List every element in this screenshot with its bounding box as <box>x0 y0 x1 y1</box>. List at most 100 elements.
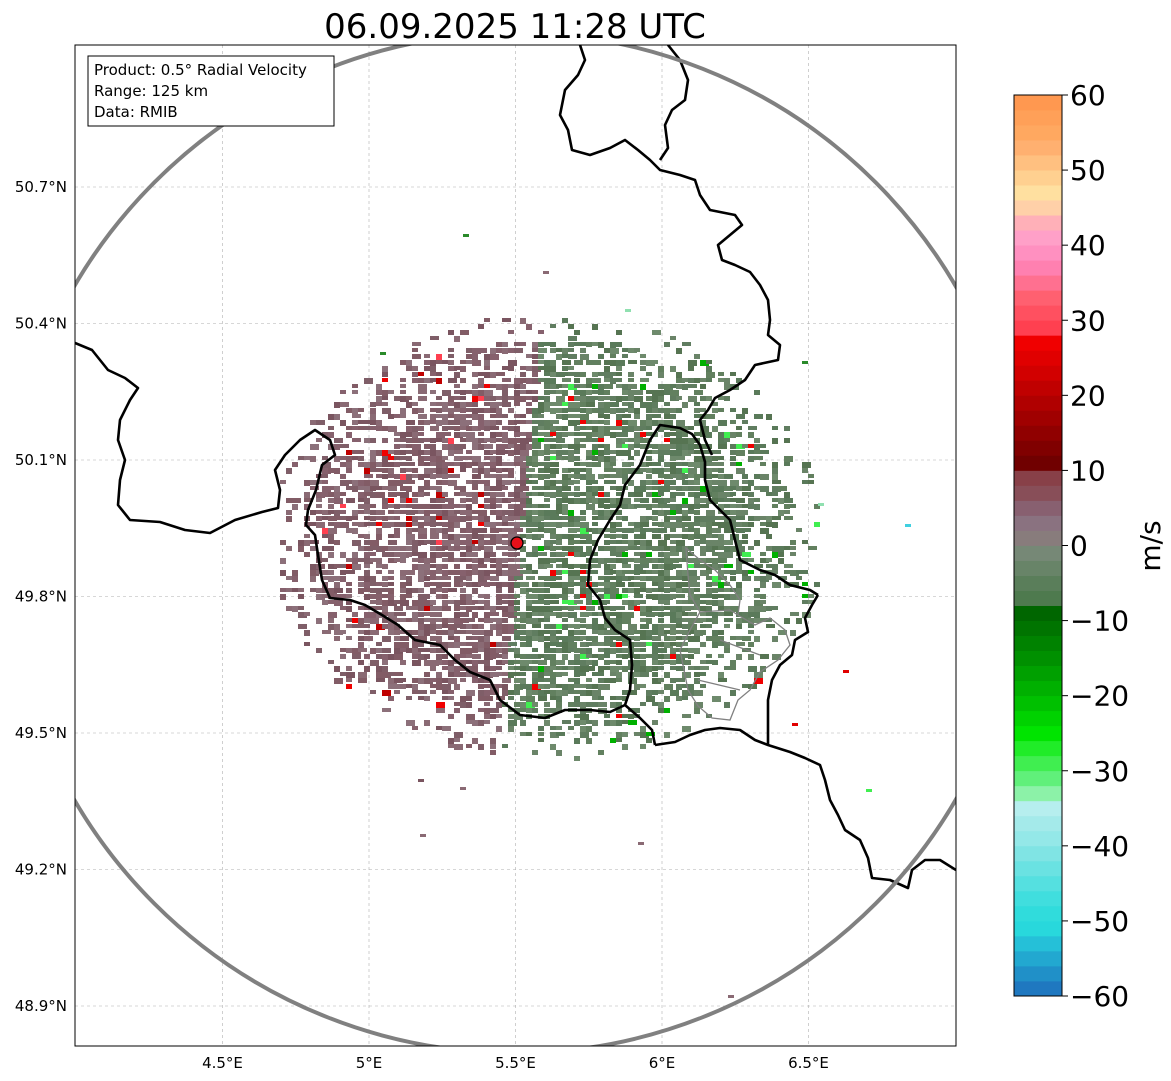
echo-pixel <box>286 510 292 515</box>
echo-pixel <box>460 396 466 400</box>
echo-pixel <box>598 456 604 462</box>
echo-pixel <box>562 636 568 642</box>
echo-pixel <box>778 558 784 564</box>
echo-pixel <box>442 600 448 606</box>
echo-pixel <box>670 576 676 580</box>
echo-pixel <box>658 660 664 665</box>
echo-pixel <box>628 456 634 460</box>
echo-pixel <box>616 534 625 538</box>
echo-pixel <box>652 330 661 335</box>
echo-pixel <box>598 432 604 438</box>
echo-pixel <box>658 612 664 617</box>
echo-pixel <box>502 690 508 696</box>
echo-pixel <box>454 642 460 648</box>
echo-pixel <box>670 522 676 528</box>
echo-pixel <box>586 390 592 395</box>
echo-pixel <box>646 636 652 640</box>
echo-pixel <box>358 546 364 551</box>
radar-site-marker[interactable] <box>510 536 524 550</box>
echo-pixel <box>322 486 331 492</box>
echo-pixel <box>520 558 526 562</box>
echo-pixel <box>688 684 694 690</box>
echo-pixel <box>406 570 415 575</box>
echo-pixel <box>688 624 697 630</box>
echo-pixel <box>586 540 592 544</box>
echo-pixel <box>718 564 724 568</box>
echo-pixel <box>568 396 574 401</box>
echo-pixel <box>730 420 736 424</box>
echo-pixel <box>622 600 631 605</box>
echo-pixel <box>754 498 760 502</box>
echo-pixel <box>670 384 676 388</box>
echo-pixel <box>622 642 628 646</box>
echo-pixel <box>466 660 472 664</box>
echo-pixel <box>532 690 538 695</box>
echo-pixel <box>622 414 631 418</box>
echo-pixel <box>754 444 760 450</box>
echo-pixel <box>430 600 436 605</box>
echo-pixel <box>442 654 448 659</box>
echo-pixel <box>502 618 508 623</box>
echo-pixel <box>466 570 472 576</box>
echo-pixel <box>346 648 355 653</box>
echo-pixel <box>376 468 382 472</box>
echo-pixel <box>418 486 424 492</box>
echo-pixel <box>346 606 352 612</box>
echo-pixel <box>316 492 325 498</box>
echo-pixel <box>466 558 472 562</box>
echo-pixel <box>628 396 637 401</box>
echo-pixel <box>532 636 538 641</box>
echo-pixel <box>352 558 358 564</box>
echo-pixel <box>490 384 499 388</box>
echo-pixel <box>622 696 628 701</box>
echo-pixel <box>544 672 553 676</box>
echo-pixel <box>724 522 733 528</box>
echo-pixel <box>472 720 478 726</box>
echo-pixel <box>484 630 493 636</box>
echo-pixel <box>478 720 484 726</box>
echo-pixel <box>526 420 532 424</box>
echo-pixel <box>526 636 532 642</box>
echo-pixel <box>382 390 388 396</box>
echo-pixel <box>574 600 583 604</box>
echo-pixel <box>532 672 541 678</box>
echo-pixel <box>586 528 595 532</box>
echo-pixel <box>724 642 730 648</box>
echo-pixel <box>556 480 565 484</box>
echo-pixel <box>592 396 598 400</box>
echo-pixel <box>484 366 490 370</box>
echo-pixel <box>538 606 547 612</box>
echo-pixel <box>436 408 442 413</box>
echo-pixel <box>610 570 616 574</box>
echo-pixel <box>418 600 424 606</box>
echo-pixel <box>748 432 754 438</box>
echo-pixel <box>652 516 658 521</box>
echo-pixel <box>814 522 820 527</box>
echo-pixel <box>376 528 382 534</box>
colorbar-tick-label: 60 <box>1070 79 1106 112</box>
echo-pixel <box>346 636 352 640</box>
echo-pixel <box>424 354 430 358</box>
echo-pixel <box>742 408 748 414</box>
echo-pixel <box>358 660 364 665</box>
echo-pixel <box>754 678 763 684</box>
echo-pixel <box>382 660 388 665</box>
echo-pixel <box>574 690 580 694</box>
echo-pixel <box>760 600 766 604</box>
echo-pixel <box>658 372 664 378</box>
echo-pixel <box>664 432 670 437</box>
echo-pixel <box>634 498 643 502</box>
lon-tick-label: 6.5°E <box>788 1054 829 1072</box>
echo-pixel <box>502 600 508 604</box>
echo-pixel <box>436 402 442 406</box>
echo-pixel <box>322 534 331 538</box>
echo-pixel <box>544 582 550 587</box>
echo-pixel <box>484 372 493 378</box>
echo-pixel <box>448 438 454 444</box>
echo-pixel <box>562 372 568 376</box>
echo-pixel <box>538 558 544 564</box>
echo-pixel <box>376 564 382 568</box>
echo-pixel <box>514 516 520 520</box>
echo-pixel <box>652 414 661 418</box>
echo-pixel <box>484 720 490 724</box>
